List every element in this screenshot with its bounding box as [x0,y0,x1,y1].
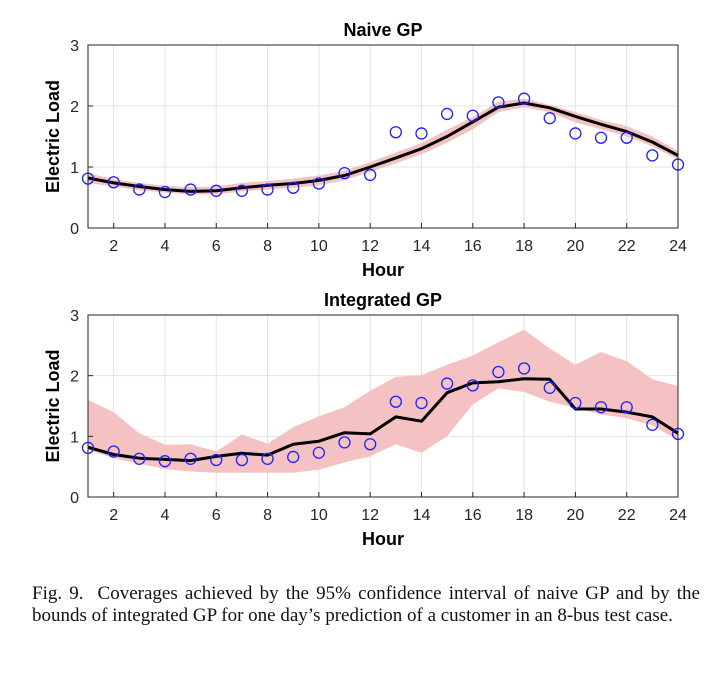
panel2-actual-point-9 [287,450,300,464]
panel1-actual-point-6 [210,184,223,197]
panel1-actual-point-17 [492,96,505,109]
panel2-actual-point-16 [466,379,479,392]
panel2-actual-point-20 [569,396,582,410]
figure-caption: Fig. 9. Coverages achieved by the 95% con… [32,583,700,627]
panel2-actual-point-11 [338,436,351,449]
panel1-actual-point-21 [594,131,608,144]
panel1-y-tick-label-3: 3 [70,38,79,55]
panel2-y-tick-label-0: 0 [70,490,79,507]
panel2-x-tick-label-14: 14 [413,507,431,524]
panel2-actual-point-17 [492,365,505,379]
panel2-actual-point-2 [107,445,120,458]
panel1-x-tick-label-18: 18 [515,238,533,255]
panel2-y-axis-label: Electric Load [43,349,63,462]
panel2-actual-point-15 [440,377,454,390]
panel1-y-axis-label: Electric Load [43,80,63,193]
panel2-confidence-band [88,329,678,473]
panel2-actual-point-22 [620,401,633,414]
panel1-x-tick-label-10: 10 [310,238,328,255]
panel2-x-tick-label-6: 6 [212,507,221,524]
panel2-y-tick-label-3: 3 [70,308,79,325]
panel1-actual-point-20 [569,127,582,140]
panel2-x-tick-label-16: 16 [464,507,482,524]
panel2-actual-point-4 [158,455,172,468]
panel2-actual-point-7 [235,453,249,467]
panel1-x-tick-label-6: 6 [212,238,221,255]
panel1-y-tick-label-0: 0 [70,221,79,238]
panel1-actual-point-14 [415,127,428,140]
panel1-actual-point-22 [620,131,633,144]
panel2-x-axis-label: Hour [362,529,404,549]
panel1-x-tick-label-8: 8 [263,238,272,255]
panel2-actual-point-18 [517,362,531,375]
panel1-x-tick-label-4: 4 [161,238,170,255]
panel1-actual-point-18 [517,92,531,105]
panel2-actual-point-13 [389,395,402,408]
panel1-prediction-line [87,101,679,193]
panel1-y-tick-label-2: 2 [70,99,79,116]
panel2-x-tick-label-22: 22 [618,507,636,524]
panel1-x-tick-label-16: 16 [464,238,482,255]
panel2-x-tick-label-18: 18 [515,507,533,524]
panel2-actual-point-10 [312,446,326,459]
panel1-actual-point-7 [235,184,249,197]
panel2-prediction-line [87,377,679,463]
panel1-actual-point-9 [287,181,300,194]
panel1-actual-point-19 [543,112,556,125]
panel1-x-tick-label-12: 12 [361,238,379,255]
panel1-actual-point-3 [133,183,146,196]
panel2-y-tick-label-1: 1 [70,429,79,446]
panel1-actual-point-16 [466,109,479,122]
panel2-actual-point-14 [415,396,428,410]
panel2-actual-point-5 [184,452,197,465]
panel2-actual-point-6 [210,453,223,467]
panel1-actual-point-12 [364,168,377,182]
panel2-actual-point-23 [646,418,659,431]
panel2-actual-point-8 [261,452,274,465]
panel2-x-tick-label-24: 24 [669,507,687,524]
panel2-x-tick-label-20: 20 [566,507,584,524]
panel1-y-tick-label-1: 1 [70,160,79,177]
panel1-actual-point-15 [440,107,454,121]
panel1-x-tick-label-20: 20 [566,238,584,255]
panel2-axes-box [87,314,679,498]
panel1-x-tick-label-2: 2 [109,238,118,255]
panel2-actual-point-12 [364,438,377,451]
panel1-x-tick-label-14: 14 [413,238,431,255]
panel1-axes-box [87,44,679,229]
caption-label: Fig. 9. [32,583,84,604]
panel1-actual-point-23 [646,149,659,162]
caption-text: Coverages achieved by the 95% confidence… [32,583,700,626]
panel1-actual-point-8 [261,183,274,196]
panel1-actual-point-4 [158,185,172,199]
panel2-actual-point-21 [594,401,608,414]
panel2-x-tick-label-10: 10 [310,507,328,524]
panel2-x-tick-label-12: 12 [361,507,379,524]
panel2-y-tick-label-2: 2 [70,369,79,386]
panel2-x-tick-label-2: 2 [109,507,118,524]
panel2-x-tick-label-8: 8 [263,507,272,524]
panel2-x-tick-label-4: 4 [161,507,170,524]
panel1-actual-point-13 [389,126,402,139]
panel1-confidence-band [88,98,678,195]
panel1-actual-point-5 [184,183,197,196]
panel2-actual-point-3 [133,452,146,465]
panel1-title: Naive GP [343,20,422,40]
panel1-x-axis-label: Hour [362,260,404,280]
panel1-actual-point-10 [312,177,326,190]
panel2-title: Integrated GP [324,290,442,310]
panel1-actual-point-11 [338,166,351,180]
panel1-actual-point-2 [107,176,120,189]
panel1-plot-area [88,45,678,228]
panel2-actual-point-19 [543,381,556,394]
panel1-x-tick-label-24: 24 [669,238,687,255]
panel1-x-tick-label-22: 22 [618,238,636,255]
